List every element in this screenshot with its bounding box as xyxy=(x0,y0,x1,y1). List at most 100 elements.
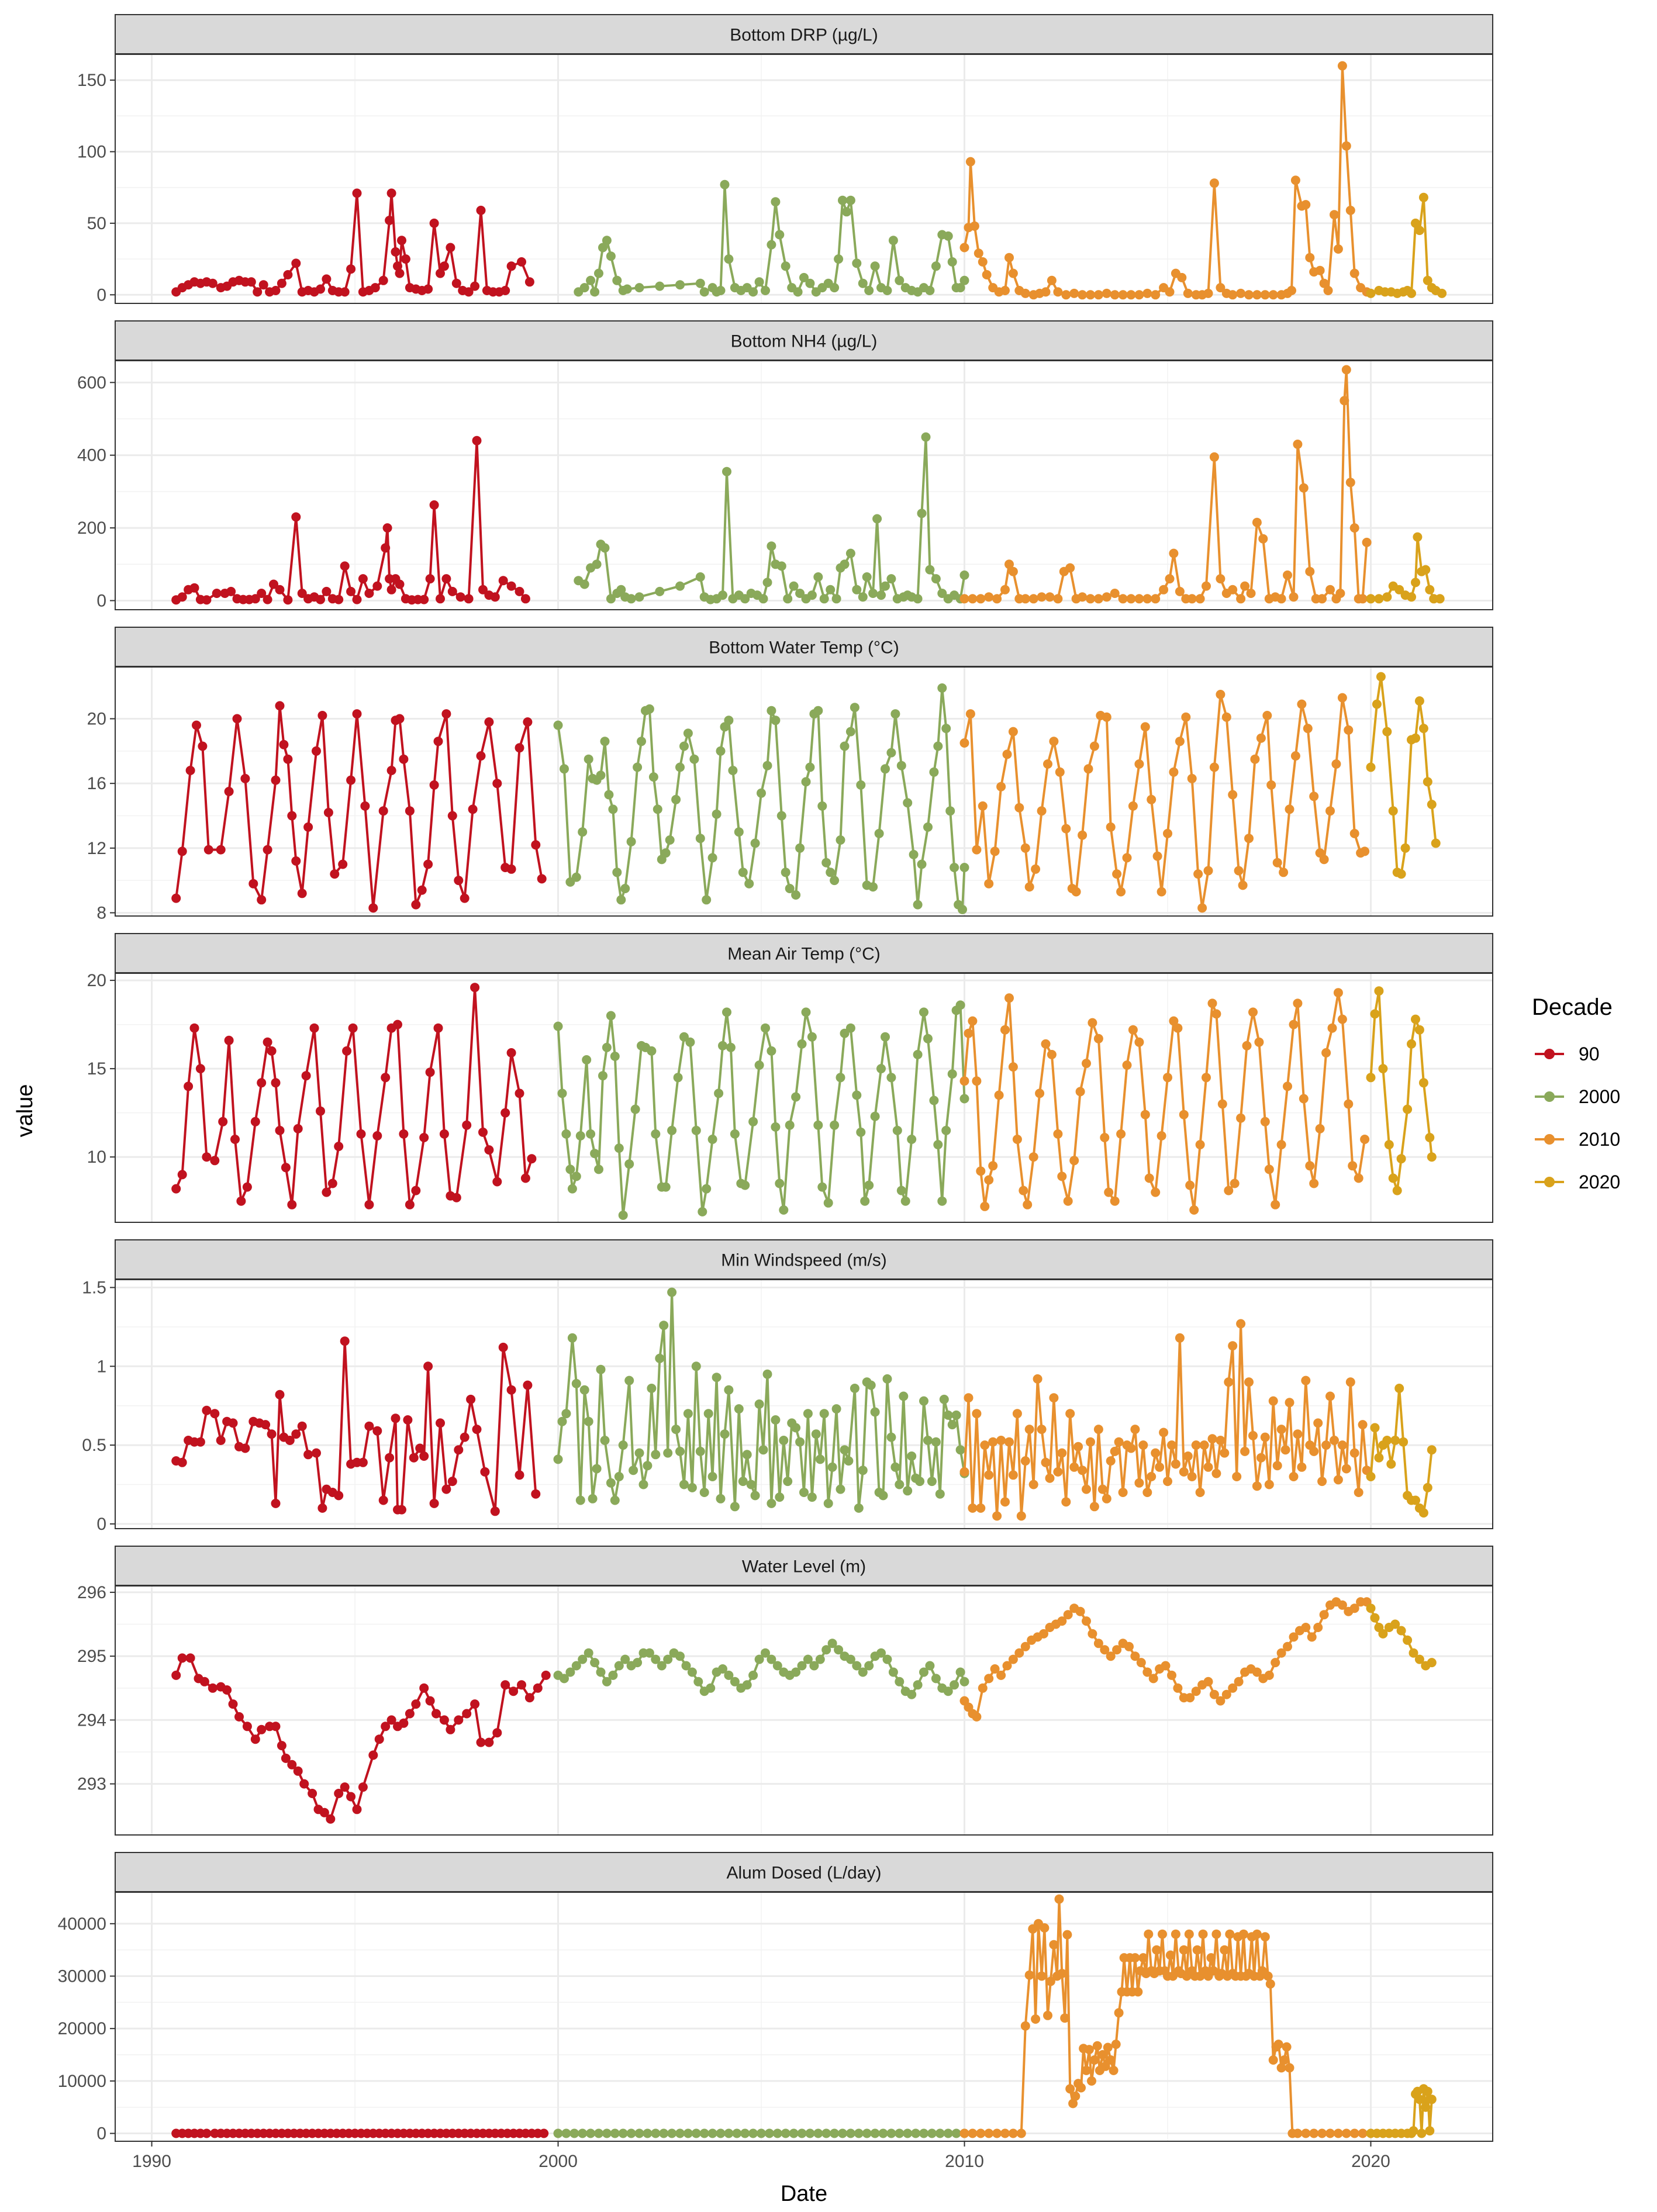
data-point xyxy=(1053,594,1063,604)
data-point xyxy=(1418,1508,1428,1518)
data-point xyxy=(791,1423,801,1433)
data-point xyxy=(724,254,734,264)
data-point xyxy=(675,762,685,772)
data-point xyxy=(1394,1384,1404,1393)
data-point xyxy=(1165,1950,1175,1960)
data-point xyxy=(297,589,307,598)
data-point xyxy=(462,1709,472,1719)
data-point xyxy=(439,1129,449,1139)
data-point xyxy=(947,257,957,267)
data-point xyxy=(257,1078,267,1088)
data-point xyxy=(604,790,614,800)
data-point xyxy=(876,1648,886,1658)
data-point xyxy=(202,1152,212,1162)
data-point xyxy=(691,2128,701,2138)
data-point xyxy=(1004,1437,1014,1447)
data-point xyxy=(1268,290,1278,300)
y-tick-label: 0.5 xyxy=(82,1436,106,1455)
series-2010 xyxy=(959,61,1372,300)
data-point xyxy=(781,2128,790,2138)
data-point xyxy=(334,1142,344,1152)
data-point xyxy=(405,806,415,816)
data-point xyxy=(257,1724,267,1734)
data-point xyxy=(795,1437,805,1447)
data-point xyxy=(1097,1484,1107,1494)
data-point xyxy=(984,1175,994,1185)
data-point xyxy=(177,1457,187,1467)
data-point xyxy=(480,1467,490,1477)
data-point xyxy=(976,1166,986,1176)
y-tick-label: 296 xyxy=(77,1583,106,1602)
data-point xyxy=(1049,737,1059,746)
data-point xyxy=(1279,867,1289,877)
data-point xyxy=(881,764,890,774)
data-point xyxy=(446,243,455,253)
data-point xyxy=(500,1108,510,1118)
data-point xyxy=(364,589,374,598)
y-tick-label: 20 xyxy=(87,971,106,990)
data-point xyxy=(886,748,896,758)
data-point xyxy=(1313,1418,1323,1428)
series-2020 xyxy=(1366,532,1445,604)
data-point xyxy=(291,512,301,522)
data-point xyxy=(1195,1488,1205,1497)
data-point xyxy=(687,1667,697,1677)
data-point xyxy=(626,837,636,846)
data-point xyxy=(1187,594,1197,604)
data-point xyxy=(1366,1472,1376,1481)
data-point xyxy=(316,595,325,604)
panel-border xyxy=(115,360,1493,610)
data-point xyxy=(637,737,646,746)
data-point xyxy=(541,1670,551,1680)
data-point xyxy=(858,278,868,288)
data-point xyxy=(1307,1632,1317,1642)
data-point xyxy=(1341,2128,1351,2138)
data-point xyxy=(267,1429,277,1439)
data-point xyxy=(228,1418,238,1428)
y-tick-label: 1 xyxy=(96,1357,106,1376)
data-point xyxy=(224,787,234,796)
data-point xyxy=(1191,1686,1201,1696)
data-point xyxy=(896,1186,906,1195)
data-point xyxy=(714,1088,724,1098)
data-point xyxy=(567,1333,577,1343)
series-2010 xyxy=(959,988,1370,1215)
data-point xyxy=(1195,1140,1205,1150)
legend-label: 2020 xyxy=(1579,1171,1620,1193)
data-point xyxy=(1028,1152,1038,1162)
series-line-2010 xyxy=(963,1322,1368,1518)
data-point xyxy=(958,904,967,914)
data-point xyxy=(1290,175,1300,185)
data-point xyxy=(1221,712,1231,722)
data-point xyxy=(1273,2040,1283,2049)
data-point xyxy=(1134,1037,1144,1047)
data-point xyxy=(655,1353,665,1363)
data-point xyxy=(933,741,943,751)
data-point xyxy=(913,1050,923,1059)
data-point xyxy=(858,1667,868,1677)
data-point xyxy=(1333,244,1343,254)
data-point xyxy=(651,1654,661,1664)
data-point xyxy=(728,766,738,775)
data-point xyxy=(813,572,823,582)
data-point xyxy=(319,1807,329,1817)
data-point xyxy=(738,1477,748,1487)
data-point xyxy=(462,1120,472,1130)
data-point xyxy=(436,594,445,604)
data-point xyxy=(171,893,181,903)
data-point xyxy=(271,1722,281,1731)
data-point xyxy=(185,766,195,775)
data-point xyxy=(767,1498,776,1508)
data-point xyxy=(1337,693,1347,703)
series-2010 xyxy=(959,1894,1368,2138)
data-point xyxy=(352,709,362,719)
data-point xyxy=(878,2128,888,2138)
data-point xyxy=(1043,2010,1052,2020)
data-point xyxy=(699,1488,709,1497)
data-point xyxy=(608,804,618,814)
data-point xyxy=(250,594,260,604)
data-point xyxy=(1209,762,1219,772)
data-point xyxy=(1341,365,1351,375)
data-point xyxy=(1319,855,1329,865)
data-point xyxy=(177,592,187,602)
